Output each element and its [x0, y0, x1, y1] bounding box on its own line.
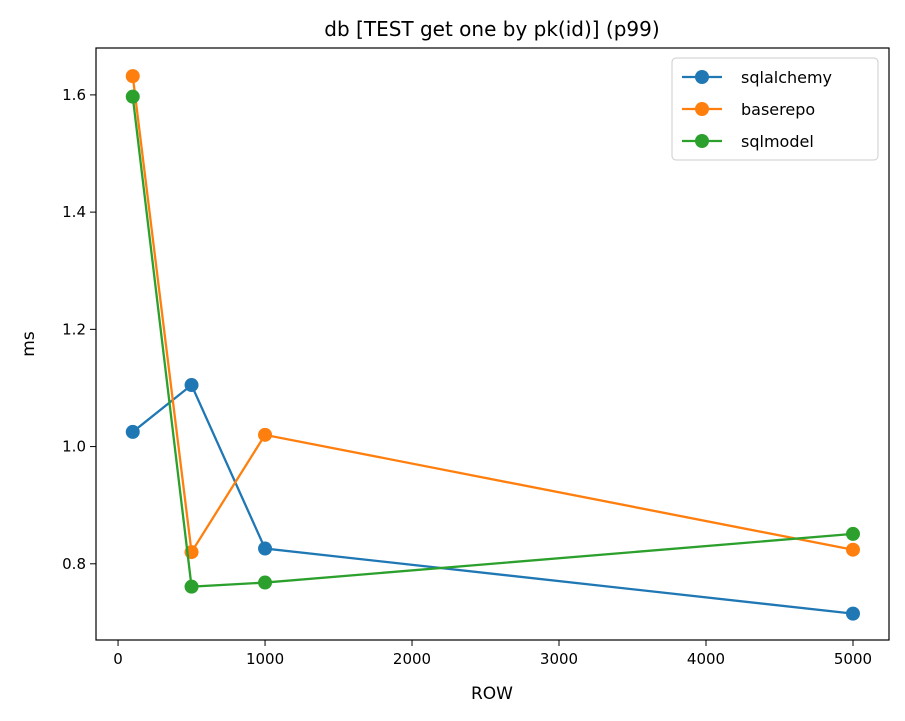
x-tick-label: 3000: [540, 650, 578, 668]
legend-marker: [695, 70, 709, 84]
data-point: [184, 579, 199, 594]
y-tick-label: 1.4: [62, 203, 86, 221]
data-point: [845, 526, 860, 541]
x-tick-label: 5000: [834, 650, 872, 668]
x-axis-label: ROW: [471, 684, 513, 704]
x-tick-label: 4000: [687, 650, 725, 668]
x-tick-label: 2000: [393, 650, 431, 668]
legend: sqlalchemy baserepo sqlmodel: [671, 57, 879, 161]
y-tick-label: 1.0: [62, 438, 86, 456]
legend-label: baserepo: [741, 100, 815, 119]
series-line: [131, 75, 854, 556]
series-line: [132, 383, 854, 615]
y-tick-label: 0.8: [62, 555, 86, 573]
data-point: [845, 542, 860, 557]
data-point: [845, 606, 860, 621]
series-baserepo: [125, 69, 860, 560]
legend-label: sqlalchemy: [741, 68, 832, 87]
y-axis-label: ms: [19, 331, 39, 357]
data-point: [125, 69, 140, 84]
data-point: [258, 575, 273, 590]
series-sqlmodel: [125, 89, 860, 594]
data-point: [258, 541, 273, 556]
data-point: [184, 378, 199, 393]
x-tick-label: 0: [113, 650, 123, 668]
series-sqlalchemy: [125, 378, 860, 621]
data-point: [125, 424, 140, 439]
y-tick-label: 1.2: [62, 320, 86, 338]
legend-item: sqlmodel: [682, 132, 814, 151]
plot-frame: [95, 47, 890, 641]
legend-marker: [695, 102, 709, 116]
y-tick-label: 1.6: [62, 86, 86, 104]
legend-item: sqlalchemy: [682, 68, 832, 87]
data-point: [125, 89, 140, 104]
legend-label: sqlmodel: [741, 132, 814, 151]
data-point: [258, 427, 273, 442]
chart-title: db [TEST get one by pk(id)] (p99): [324, 17, 659, 41]
series-line: [131, 96, 854, 588]
legend-item: baserepo: [682, 100, 815, 119]
legend-marker: [695, 134, 709, 148]
x-tick-label: 1000: [246, 650, 284, 668]
